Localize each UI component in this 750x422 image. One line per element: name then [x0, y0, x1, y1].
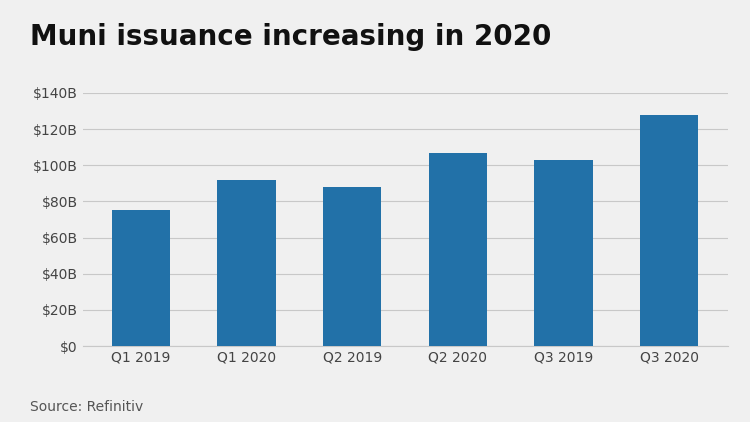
Text: Source: Refinitiv: Source: Refinitiv [30, 400, 143, 414]
Bar [112, 211, 170, 346]
Bar [323, 187, 381, 346]
Bar [640, 114, 698, 346]
Bar [535, 160, 592, 346]
Text: Muni issuance increasing in 2020: Muni issuance increasing in 2020 [30, 23, 551, 51]
Bar [217, 180, 275, 346]
Bar [429, 152, 487, 346]
